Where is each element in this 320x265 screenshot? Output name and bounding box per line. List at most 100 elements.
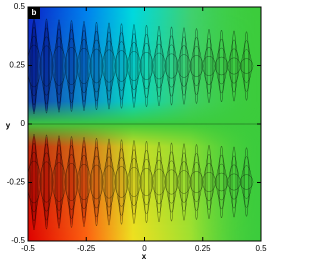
contour-line: [144, 140, 149, 224]
x-tick-label: 0.5: [255, 244, 267, 253]
contour-line: [214, 56, 229, 76]
contour-line: [28, 44, 41, 88]
contour-line: [244, 147, 249, 217]
contour-line: [242, 156, 251, 208]
contour-line: [152, 168, 166, 196]
contour-line: [156, 141, 162, 223]
y-tick-label: -0.5: [11, 236, 25, 245]
contour-field: [28, 7, 261, 241]
contour-line: [206, 144, 212, 220]
contour-line: [166, 160, 177, 204]
x-tick-label: -0.25: [77, 244, 96, 253]
contour-line: [91, 39, 102, 93]
contour-line: [231, 30, 237, 102]
contour-line: [44, 134, 49, 230]
contour-line: [66, 38, 77, 94]
contour-line: [106, 138, 112, 226]
y-tick-label: 0.25: [9, 61, 25, 70]
contour-line: [241, 49, 252, 83]
panel-label-box: [28, 7, 40, 19]
stripe: [105, 26, 113, 106]
contour-line: [56, 135, 62, 229]
stripe: [118, 27, 125, 105]
contour-line: [119, 139, 124, 225]
contour-line: [141, 158, 152, 206]
contour-line: [41, 152, 52, 212]
stripe: [118, 143, 125, 221]
contour-line: [114, 166, 129, 198]
contour-line: [191, 162, 202, 202]
contour-line: [166, 44, 177, 88]
y-tick-label: -0.25: [7, 178, 26, 187]
contour-line: [42, 27, 51, 105]
contour-line: [141, 42, 152, 90]
stripe: [43, 137, 50, 227]
contour-line: [77, 163, 91, 201]
contour-line: [64, 47, 79, 85]
contour-line: [216, 47, 227, 85]
contour-line: [53, 153, 65, 211]
contour-line: [205, 153, 213, 211]
contour-line: [206, 28, 212, 104]
contour-line: [219, 29, 224, 103]
contour-line: [155, 34, 163, 98]
contour-line: [105, 31, 113, 101]
stripe: [55, 22, 63, 110]
y-axis-label: y: [6, 121, 11, 130]
contour-line: [202, 171, 216, 193]
chart: b x y -0.5 -0.25 0 0.25 0.5 -0.5 -0.25 0 0.25 0.5: [6, 2, 267, 261]
contour-line: [102, 165, 116, 199]
contour-line: [103, 40, 115, 92]
contour-line: [180, 152, 188, 212]
contour-line: [217, 38, 226, 94]
contour-line: [178, 161, 190, 203]
contour-line: [128, 42, 140, 90]
contour-line: [230, 155, 238, 209]
contour-line: [142, 33, 151, 99]
contour-line: [227, 57, 241, 75]
contour-line: [228, 164, 240, 200]
contour-line: [152, 52, 166, 80]
contour-line: [64, 163, 79, 201]
contour-line: [106, 22, 112, 110]
stripe: [130, 144, 138, 220]
stripe: [80, 140, 88, 224]
contour-line: [169, 142, 174, 222]
x-tick-label: 0: [142, 244, 147, 253]
contour-line: [144, 24, 149, 108]
contour-line: [78, 38, 90, 94]
contour-line: [189, 171, 204, 193]
contour-line: [191, 46, 202, 86]
contour-line: [164, 169, 179, 195]
contour-line: [177, 54, 191, 78]
x-axis-label: x: [142, 252, 147, 261]
contour-line: [105, 147, 113, 217]
contour-line: [153, 159, 165, 205]
contour-line: [203, 46, 215, 86]
contour-line: [131, 140, 137, 224]
contour-line: [67, 29, 76, 103]
contour-line: [169, 26, 174, 106]
contour-line: [92, 30, 101, 102]
contour-line: [216, 163, 227, 201]
contour-line: [66, 154, 77, 210]
contour-line: [203, 162, 215, 202]
stripe: [80, 24, 88, 108]
contour-line: [91, 155, 102, 209]
contour-line: [227, 173, 241, 191]
contour-line: [202, 55, 216, 77]
stripe: [105, 142, 113, 222]
contour-line: [89, 164, 104, 200]
contour-line: [181, 27, 187, 105]
contour-line: [130, 149, 138, 215]
contour-line: [239, 174, 254, 190]
contour-line: [192, 153, 201, 211]
x-tick-label: -0.5: [21, 244, 35, 253]
contour-line: [92, 146, 101, 218]
stripe: [93, 141, 100, 223]
contour-line: [94, 137, 99, 227]
contour-line: [164, 53, 179, 79]
contour-line: [52, 46, 66, 86]
contour-line: [55, 28, 63, 104]
contour-line: [139, 167, 154, 197]
